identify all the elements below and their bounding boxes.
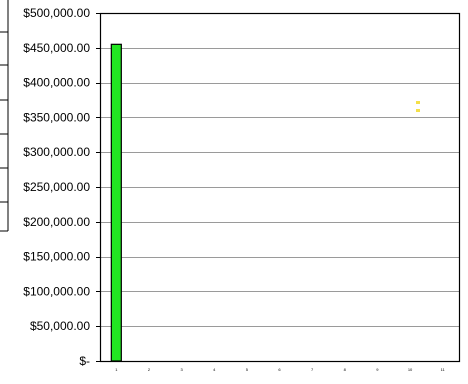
- y-tick-label: $300,000.00: [23, 145, 90, 159]
- x-tick-label: 5: [246, 367, 249, 372]
- y-axis-ticks: $- $50,000.00 $100,000.00 $150,000.00 $200,0…: [23, 6, 90, 368]
- x-tick-label: 1: [115, 367, 118, 372]
- x-tick-label: 9: [376, 367, 379, 372]
- x-tick-label: 4: [213, 367, 216, 372]
- left-table-lines: [0, 0, 9, 232]
- x-tick-label: 10: [408, 367, 413, 372]
- decorations: [416, 101, 420, 112]
- bars: [110, 43, 122, 362]
- x-tick-label: 6: [278, 367, 281, 372]
- legend-marker: [416, 109, 420, 112]
- y-tick-label: $500,000.00: [23, 6, 90, 20]
- y-tick-label: $100,000.00: [23, 284, 90, 298]
- y-tick-label: $-: [79, 354, 90, 368]
- y-tick-label: $200,000.00: [23, 215, 90, 229]
- y-tick-label: $150,000.00: [23, 250, 90, 264]
- gridlines: [100, 48, 459, 327]
- y-tick-label: $250,000.00: [23, 180, 90, 194]
- x-tick-label: 7: [311, 367, 314, 372]
- x-tick-label: 2: [148, 367, 151, 372]
- x-tick-label: 8: [344, 367, 347, 372]
- bar-1: [110, 43, 122, 362]
- y-tick-label: $400,000.00: [23, 76, 90, 90]
- x-tick-label: 11: [441, 367, 446, 372]
- y-tick-label: $350,000.00: [23, 110, 90, 124]
- x-tick-label: 3: [180, 367, 183, 372]
- legend-marker: [416, 101, 420, 104]
- plot-frame: [96, 12, 461, 363]
- plot-border: [99, 12, 461, 363]
- x-axis-ticks: 1 2 3 4 5 6 7 8 9 10 11: [115, 367, 445, 372]
- y-tick-label: $50,000.00: [30, 319, 90, 333]
- y-tick-label: $450,000.00: [23, 41, 90, 55]
